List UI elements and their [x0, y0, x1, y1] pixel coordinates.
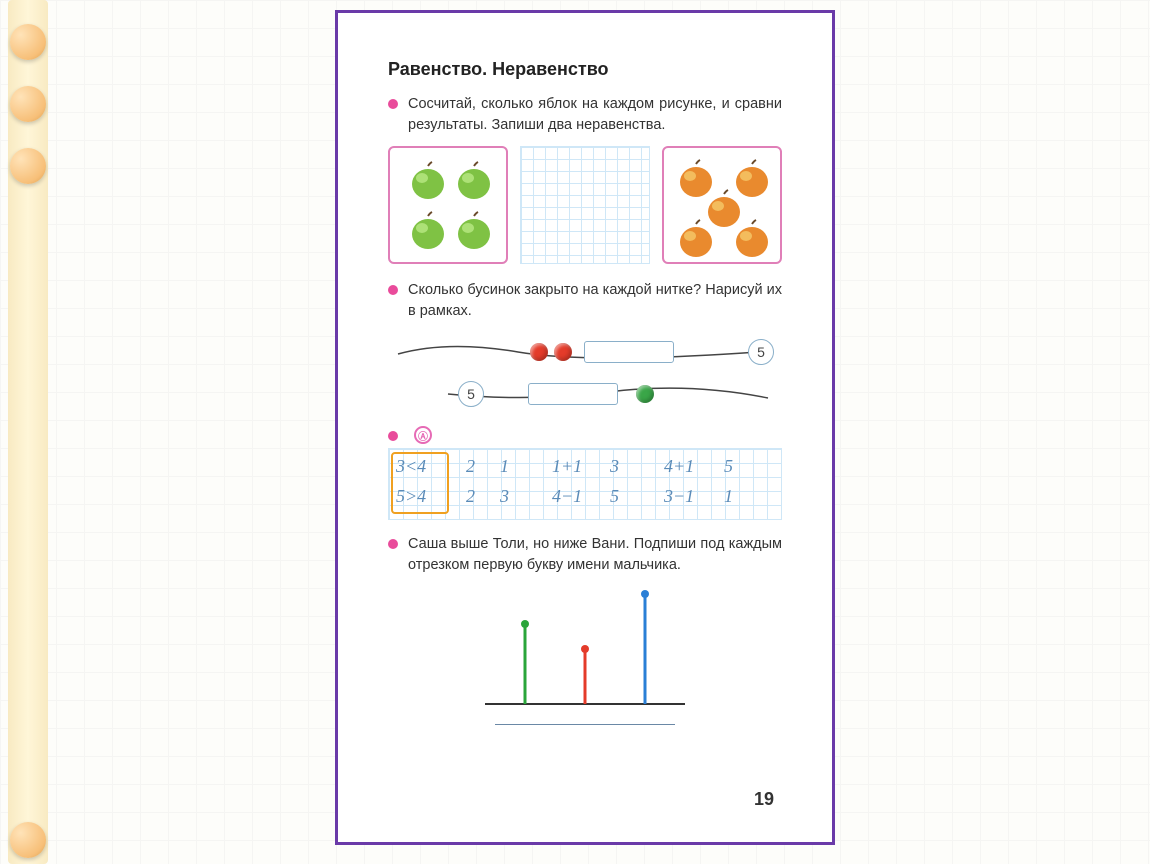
handwritten-number: 5: [724, 456, 733, 477]
handwritten-number: 3<4: [396, 456, 426, 477]
bead-green: [636, 385, 654, 403]
bead-red: [530, 343, 548, 361]
count-label: 5: [458, 381, 484, 407]
task-1: Сосчитай, сколько яблок на каждом рисунк…: [388, 94, 782, 136]
task-1-text: Сосчитай, сколько яблок на каждом рисунк…: [408, 94, 782, 136]
handwritten-number: 5: [610, 486, 619, 507]
answer-grid-box[interactable]: [520, 146, 650, 264]
handwritten-number: 3: [610, 456, 619, 477]
exercise-icon: Ⓐ: [414, 426, 432, 444]
apple-icon: [408, 160, 448, 200]
answer-underline[interactable]: [495, 724, 675, 725]
page-title: Равенство. Неравенство: [388, 59, 782, 80]
hidden-beads-slot[interactable]: [528, 383, 618, 405]
count-label: 5: [748, 339, 774, 365]
handwritten-number: 3: [500, 486, 509, 507]
apple-icon: [732, 218, 772, 258]
handwritten-number: 1: [500, 456, 509, 477]
hidden-beads-slot[interactable]: [584, 341, 674, 363]
bead-line-2: 5: [388, 372, 782, 414]
page-inner: Равенство. Неравенство Сосчитай, сколько…: [366, 41, 804, 814]
apple-icon: [676, 218, 716, 258]
apple-icon: [454, 160, 494, 200]
task-4-text: Саша выше Толи, но ниже Вани. Подпиши по…: [408, 534, 782, 576]
workbook-card: Равенство. Неравенство Сосчитай, сколько…: [335, 10, 835, 845]
handwritten-number: 2: [466, 486, 475, 507]
decor-ball: [10, 86, 46, 122]
task-2-text: Сколько бусинок закрыто на каждой нитке?…: [408, 280, 782, 322]
page-number: 19: [754, 789, 774, 810]
handwritten-number: 5>4: [396, 486, 426, 507]
handwritten-number: 1: [724, 486, 733, 507]
number-grid: 3<4 2 1 1+1 3 4+1 5 5>4 2 3 4−1 5 3−1 1: [388, 448, 782, 520]
apple-icon: [454, 210, 494, 250]
task-4: Саша выше Толи, но ниже Вани. Подпиши по…: [388, 534, 782, 576]
bead-area: 5 5: [388, 330, 782, 414]
height-bars: [465, 584, 705, 714]
handwritten-number: 4−1: [552, 486, 582, 507]
apple-icon: [408, 210, 448, 250]
handwritten-number: 4+1: [664, 456, 694, 477]
bullet-icon: [388, 99, 398, 109]
decor-ball: [10, 148, 46, 184]
bead-red: [554, 343, 572, 361]
left-decor-stripe: [8, 0, 48, 864]
handwritten-number: 2: [466, 456, 475, 477]
bullet-icon: [388, 285, 398, 295]
handwritten-number: 1+1: [552, 456, 582, 477]
green-apple-box: [388, 146, 508, 264]
decor-ball: [10, 24, 46, 60]
bead-line-1: 5: [388, 330, 782, 372]
orange-apple-box: [662, 146, 782, 264]
task-2: Сколько бусинок закрыто на каждой нитке?…: [388, 280, 782, 322]
handwritten-number: 3−1: [664, 486, 694, 507]
task-3: Ⓐ: [388, 426, 782, 444]
apple-row: [388, 146, 782, 264]
decor-ball: [10, 822, 46, 858]
bullet-icon: [388, 539, 398, 549]
bullet-icon: [388, 431, 398, 441]
